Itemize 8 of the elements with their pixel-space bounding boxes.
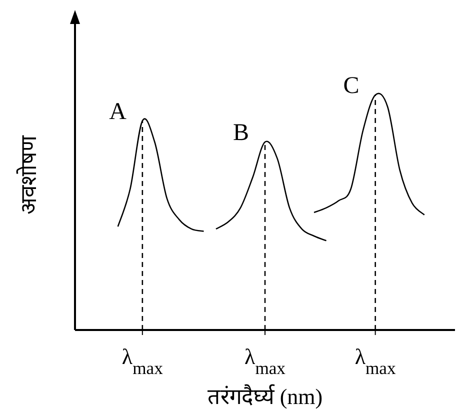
annotation: B [232,120,249,146]
annotation: A [109,98,128,125]
annotation: C [343,73,360,99]
x-tick-label: λ$_{max}$ [122,344,164,378]
x-tick-label: λ$_{max}$ [244,344,286,378]
y-axis-title: अवशोषण [16,134,41,214]
x-tick-label: λ$_{max}$ [354,344,396,378]
x-axis-title: तरंगदैर्घ्य (nm) [207,384,323,409]
